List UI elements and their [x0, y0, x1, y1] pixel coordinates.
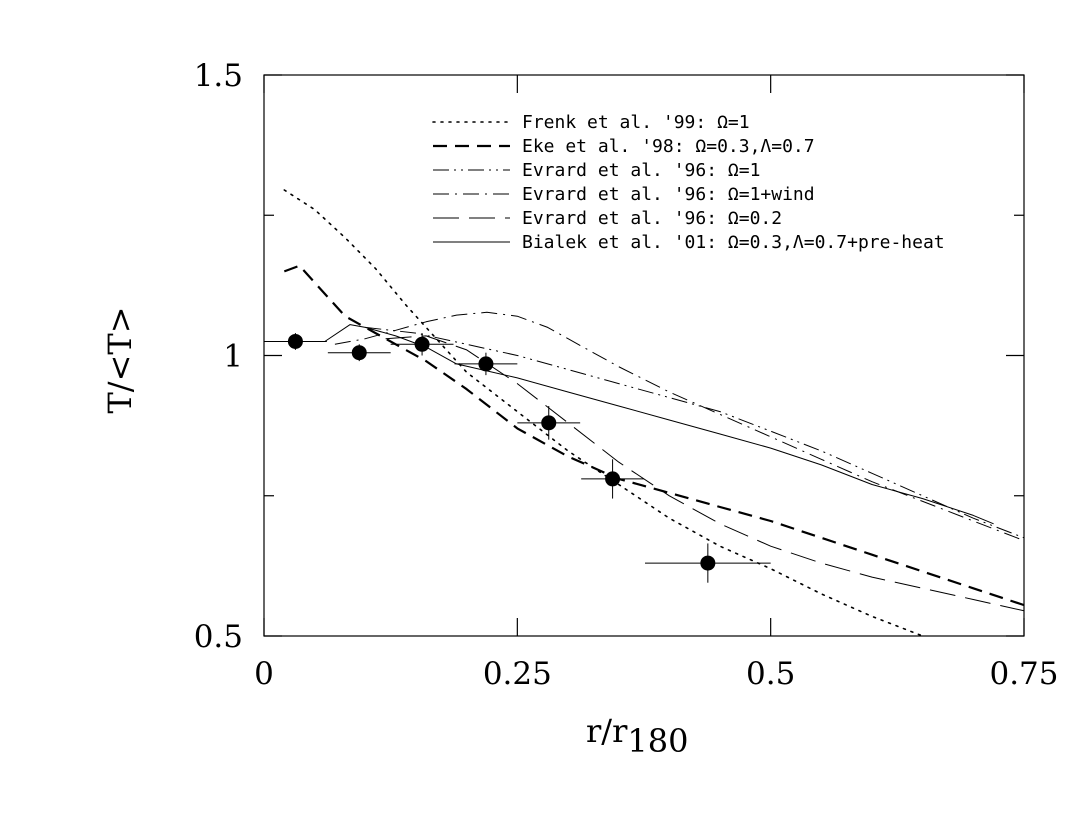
data-point	[287, 333, 303, 349]
series-layer	[264, 189, 1025, 637]
series-line	[334, 311, 1025, 542]
legend: Frenk et al. '99: Ω=1 Eke et al. '98: Ω=0…	[432, 112, 945, 253]
x-tick-label: 0.25	[483, 656, 552, 692]
series-line	[365, 326, 1025, 539]
legend-label: Bialek et al. '01: Ω=0.3,Λ=0.7+pre-heat	[522, 232, 945, 253]
series-line	[385, 335, 1025, 612]
data-point	[414, 336, 430, 352]
x-tick-label: 0.5	[746, 656, 795, 692]
x-tick-label: 0	[254, 656, 274, 692]
series-line	[264, 324, 994, 525]
data-points	[264, 333, 771, 583]
data-point	[478, 356, 494, 372]
y-tick-label: 1	[223, 339, 243, 375]
series-line	[283, 189, 924, 637]
y-axis-label: T/<T>	[101, 306, 139, 413]
legend-label: Eke et al. '98: Ω=0.3,Λ=0.7	[522, 136, 815, 157]
legend-label: Evrard et al. '96: Ω=1	[522, 160, 760, 181]
x-axis-label-main: r/r	[586, 712, 628, 750]
x-tick-label: 0.75	[989, 656, 1058, 692]
data-point	[605, 471, 621, 487]
data-point	[700, 555, 716, 571]
legend-label: Evrard et al. '96: Ω=0.2	[522, 208, 782, 229]
series-line	[283, 264, 1025, 607]
x-axis-label: r/r180	[586, 712, 688, 760]
legend-label: Frenk et al. '99: Ω=1	[522, 112, 750, 133]
data-point	[351, 345, 367, 361]
data-point	[541, 415, 557, 431]
y-tick-label: 1.5	[194, 58, 243, 94]
x-axis-label-subscript: 180	[627, 722, 688, 760]
legend-label: Evrard et al. '96: Ω=1+wind	[522, 184, 815, 205]
axis-ticks: 0 0.25 0.5 0.75 0.5 1 1.5	[194, 58, 1059, 692]
y-tick-label: 0.5	[194, 619, 243, 655]
